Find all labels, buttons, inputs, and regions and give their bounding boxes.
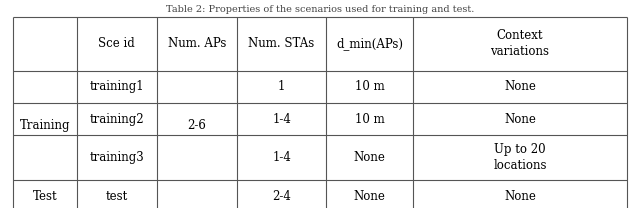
Text: 10 m: 10 m: [355, 113, 385, 126]
Text: training3: training3: [90, 151, 144, 164]
Text: 1: 1: [278, 80, 285, 93]
Text: 2-6: 2-6: [188, 119, 206, 132]
Text: Sce id: Sce id: [99, 37, 135, 50]
Text: Num. APs: Num. APs: [168, 37, 226, 50]
Text: d_min(APs): d_min(APs): [336, 37, 403, 50]
Text: Num. STAs: Num. STAs: [248, 37, 315, 50]
Text: 1-4: 1-4: [272, 151, 291, 164]
Text: Up to 20
locations: Up to 20 locations: [493, 143, 547, 172]
Text: None: None: [504, 113, 536, 126]
Text: 1-4: 1-4: [272, 113, 291, 126]
Text: None: None: [504, 189, 536, 203]
Text: 10 m: 10 m: [355, 80, 385, 93]
Text: Context
variations: Context variations: [490, 29, 550, 58]
Text: training2: training2: [90, 113, 144, 126]
Text: test: test: [106, 189, 128, 203]
Text: None: None: [504, 80, 536, 93]
Text: Training: Training: [20, 119, 70, 132]
Text: 2-4: 2-4: [272, 189, 291, 203]
Text: training1: training1: [90, 80, 144, 93]
Text: None: None: [354, 189, 385, 203]
Text: None: None: [354, 151, 385, 164]
Text: Test: Test: [33, 189, 57, 203]
Text: Table 2: Properties of the scenarios used for training and test.: Table 2: Properties of the scenarios use…: [166, 5, 474, 14]
